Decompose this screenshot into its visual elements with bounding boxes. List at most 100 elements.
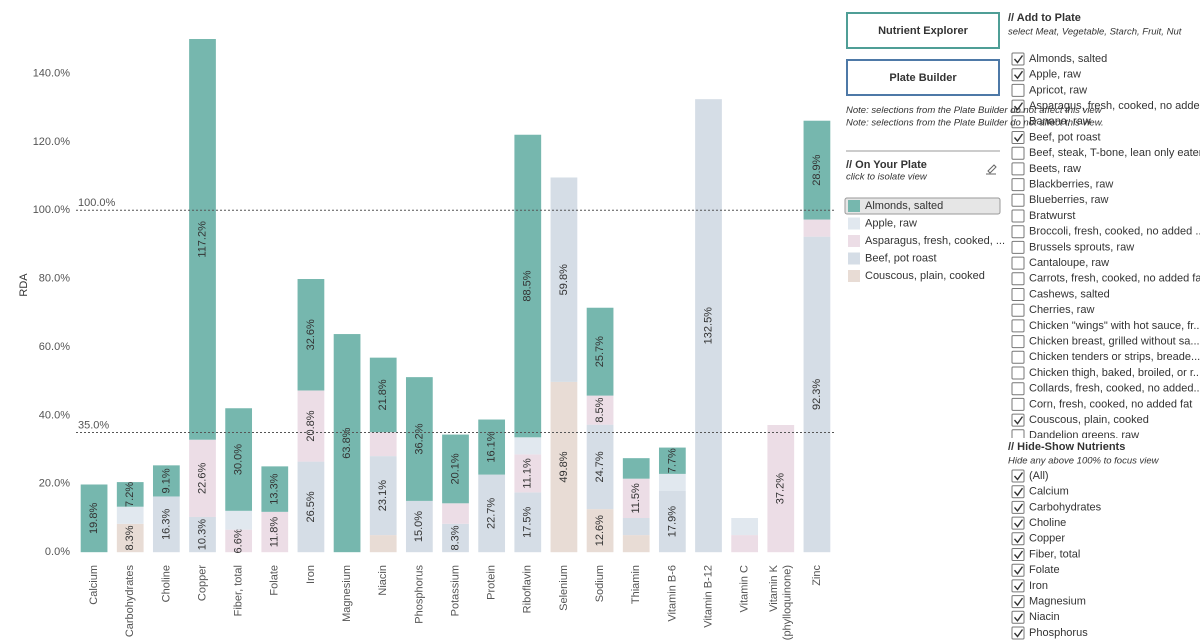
legend-label[interactable]: Almonds, salted bbox=[865, 200, 943, 212]
legend-swatch[interactable] bbox=[848, 252, 860, 265]
checkbox-label[interactable]: Corn, fresh, cooked, no added fat bbox=[1029, 398, 1192, 410]
checkbox-label[interactable]: Apricot, raw bbox=[1029, 84, 1087, 96]
bar-segment bbox=[658, 473, 686, 491]
nav-button-label[interactable]: Plate Builder bbox=[889, 72, 957, 84]
checkbox[interactable] bbox=[1011, 500, 1025, 514]
checkbox-label[interactable]: Banana, raw bbox=[1029, 116, 1091, 128]
checkbox[interactable] bbox=[1011, 209, 1025, 223]
checkbox[interactable] bbox=[1011, 350, 1025, 364]
checkbox[interactable] bbox=[1011, 413, 1025, 427]
checkbox[interactable] bbox=[1011, 626, 1025, 640]
checkbox[interactable] bbox=[1011, 99, 1025, 113]
checkbox[interactable] bbox=[1011, 115, 1025, 129]
legend-label[interactable]: Couscous, plain, cooked bbox=[865, 270, 985, 282]
checkbox-label[interactable]: Cashews, salted bbox=[1029, 288, 1110, 300]
checkbox[interactable] bbox=[1011, 240, 1025, 254]
checkbox-label[interactable]: Collards, fresh, cooked, no added... bbox=[1029, 383, 1200, 395]
data-label: 8.3% bbox=[124, 525, 136, 550]
checkbox[interactable] bbox=[1011, 532, 1025, 546]
legend-highlight bbox=[844, 197, 1001, 215]
checkbox[interactable] bbox=[1011, 548, 1025, 561]
checkbox-label[interactable]: Choline bbox=[1029, 517, 1066, 529]
legend-label[interactable]: Asparagus, fresh, cooked, ... bbox=[865, 235, 1005, 247]
checkbox-label[interactable]: Chicken thigh, baked, broiled, or r... bbox=[1029, 367, 1200, 379]
legend-swatch[interactable] bbox=[848, 217, 860, 230]
checkmark bbox=[1013, 416, 1024, 425]
nav-button[interactable] bbox=[846, 59, 1000, 96]
checkbox[interactable] bbox=[1011, 563, 1025, 577]
checkbox[interactable] bbox=[1011, 162, 1025, 176]
checkbox-label[interactable]: Broccoli, fresh, cooked, no added ... bbox=[1029, 226, 1200, 238]
checkbox-label[interactable]: Chicken "wings" with hot sauce, fr... bbox=[1029, 320, 1200, 332]
checkbox[interactable] bbox=[1011, 610, 1025, 624]
checkbox-label[interactable]: Blueberries, raw bbox=[1029, 194, 1109, 206]
checkbox-label[interactable]: Cantaloupe, raw bbox=[1029, 257, 1109, 269]
checkbox-label[interactable]: Phosphorus bbox=[1029, 627, 1088, 639]
legend-swatch[interactable] bbox=[848, 200, 860, 212]
data-label: 8.3% bbox=[449, 525, 461, 550]
checkbox[interactable] bbox=[1011, 319, 1025, 333]
checkbox-label[interactable]: Beets, raw bbox=[1029, 163, 1081, 175]
legend-swatch[interactable] bbox=[848, 270, 860, 282]
checkbox[interactable] bbox=[1011, 256, 1025, 270]
checkbox-label[interactable]: Almonds, salted bbox=[1029, 53, 1107, 65]
checkbox[interactable] bbox=[1011, 272, 1025, 286]
checkbox-label[interactable]: Blackberries, raw bbox=[1029, 179, 1113, 191]
data-label: 22.7% bbox=[486, 498, 498, 529]
bar-segment bbox=[622, 478, 650, 518]
bar-segment bbox=[405, 377, 433, 501]
checkbox[interactable] bbox=[1011, 68, 1025, 82]
checkbox-label[interactable]: Asparagus, fresh, cooked, no added... bbox=[1029, 100, 1200, 112]
checkbox[interactable] bbox=[1011, 579, 1025, 593]
checkbox[interactable] bbox=[1011, 83, 1025, 97]
checkbox[interactable] bbox=[1011, 429, 1025, 442]
checkbox-label[interactable]: Beef, pot roast bbox=[1029, 131, 1101, 143]
checkbox[interactable] bbox=[1011, 225, 1025, 239]
bar-segment bbox=[550, 381, 578, 553]
checkbox[interactable] bbox=[1011, 131, 1025, 144]
checkbox-label[interactable]: Calcium bbox=[1029, 486, 1069, 498]
checkbox[interactable] bbox=[1011, 303, 1025, 317]
checkbox[interactable] bbox=[1011, 193, 1025, 207]
checkbox-label[interactable]: Niacin bbox=[1029, 611, 1060, 623]
checkbox-label[interactable]: Cherries, raw bbox=[1029, 304, 1094, 316]
checkbox-label[interactable]: Carbohydrates bbox=[1029, 501, 1102, 513]
data-label: 7.7% bbox=[666, 448, 678, 473]
legend-label[interactable]: Beef, pot roast bbox=[865, 252, 937, 264]
bar-segment bbox=[731, 517, 759, 536]
checkbox[interactable] bbox=[1011, 469, 1025, 483]
checkbox-label[interactable]: Iron bbox=[1029, 580, 1048, 592]
legend-label[interactable]: Apple, raw bbox=[865, 217, 917, 229]
checkbox-label[interactable]: (All) bbox=[1029, 470, 1049, 482]
checkbox-label[interactable]: Folate bbox=[1029, 564, 1060, 576]
checkbox-label[interactable]: Dandelion greens, raw bbox=[1029, 430, 1139, 442]
nav-button[interactable] bbox=[846, 12, 1000, 49]
checkbox-label[interactable]: Apple, raw bbox=[1029, 69, 1081, 81]
checkbox[interactable] bbox=[1011, 516, 1025, 530]
checkbox[interactable] bbox=[1011, 178, 1025, 192]
checkbox[interactable] bbox=[1011, 382, 1025, 396]
checkbox[interactable] bbox=[1011, 485, 1025, 499]
checkbox[interactable] bbox=[1011, 366, 1025, 380]
checkbox-label[interactable]: Chicken breast, grilled without sa... bbox=[1029, 336, 1200, 348]
checkbox[interactable] bbox=[1011, 288, 1025, 301]
checkbox-label[interactable]: Carrots, fresh, cooked, no added fat bbox=[1029, 273, 1200, 285]
legend-swatch[interactable] bbox=[848, 235, 860, 247]
data-label: 16.3% bbox=[160, 509, 172, 540]
checkbox[interactable] bbox=[1011, 335, 1025, 349]
checkbox[interactable] bbox=[1011, 397, 1025, 411]
checkbox-label[interactable]: Chicken tenders or strips, breade... bbox=[1029, 351, 1200, 363]
checkbox-label[interactable]: Copper bbox=[1029, 533, 1065, 545]
checkmark bbox=[1013, 70, 1024, 80]
checkbox-label[interactable]: Magnesium bbox=[1029, 596, 1086, 608]
checkbox-label[interactable]: Bratwurst bbox=[1029, 210, 1075, 222]
checkbox-label[interactable]: Fiber, total bbox=[1029, 548, 1080, 560]
checkbox-label[interactable]: Beef, steak, T-bone, lean only eaten bbox=[1029, 147, 1200, 159]
nav-button-label[interactable]: Nutrient Explorer bbox=[878, 25, 969, 37]
checkbox[interactable] bbox=[1011, 52, 1025, 66]
data-label: 63.8% bbox=[341, 427, 353, 458]
checkbox[interactable] bbox=[1011, 146, 1025, 160]
checkbox-label[interactable]: Couscous, plain, cooked bbox=[1029, 414, 1149, 426]
checkbox-label[interactable]: Brussels sprouts, raw bbox=[1029, 241, 1134, 253]
checkbox[interactable] bbox=[1011, 595, 1025, 609]
